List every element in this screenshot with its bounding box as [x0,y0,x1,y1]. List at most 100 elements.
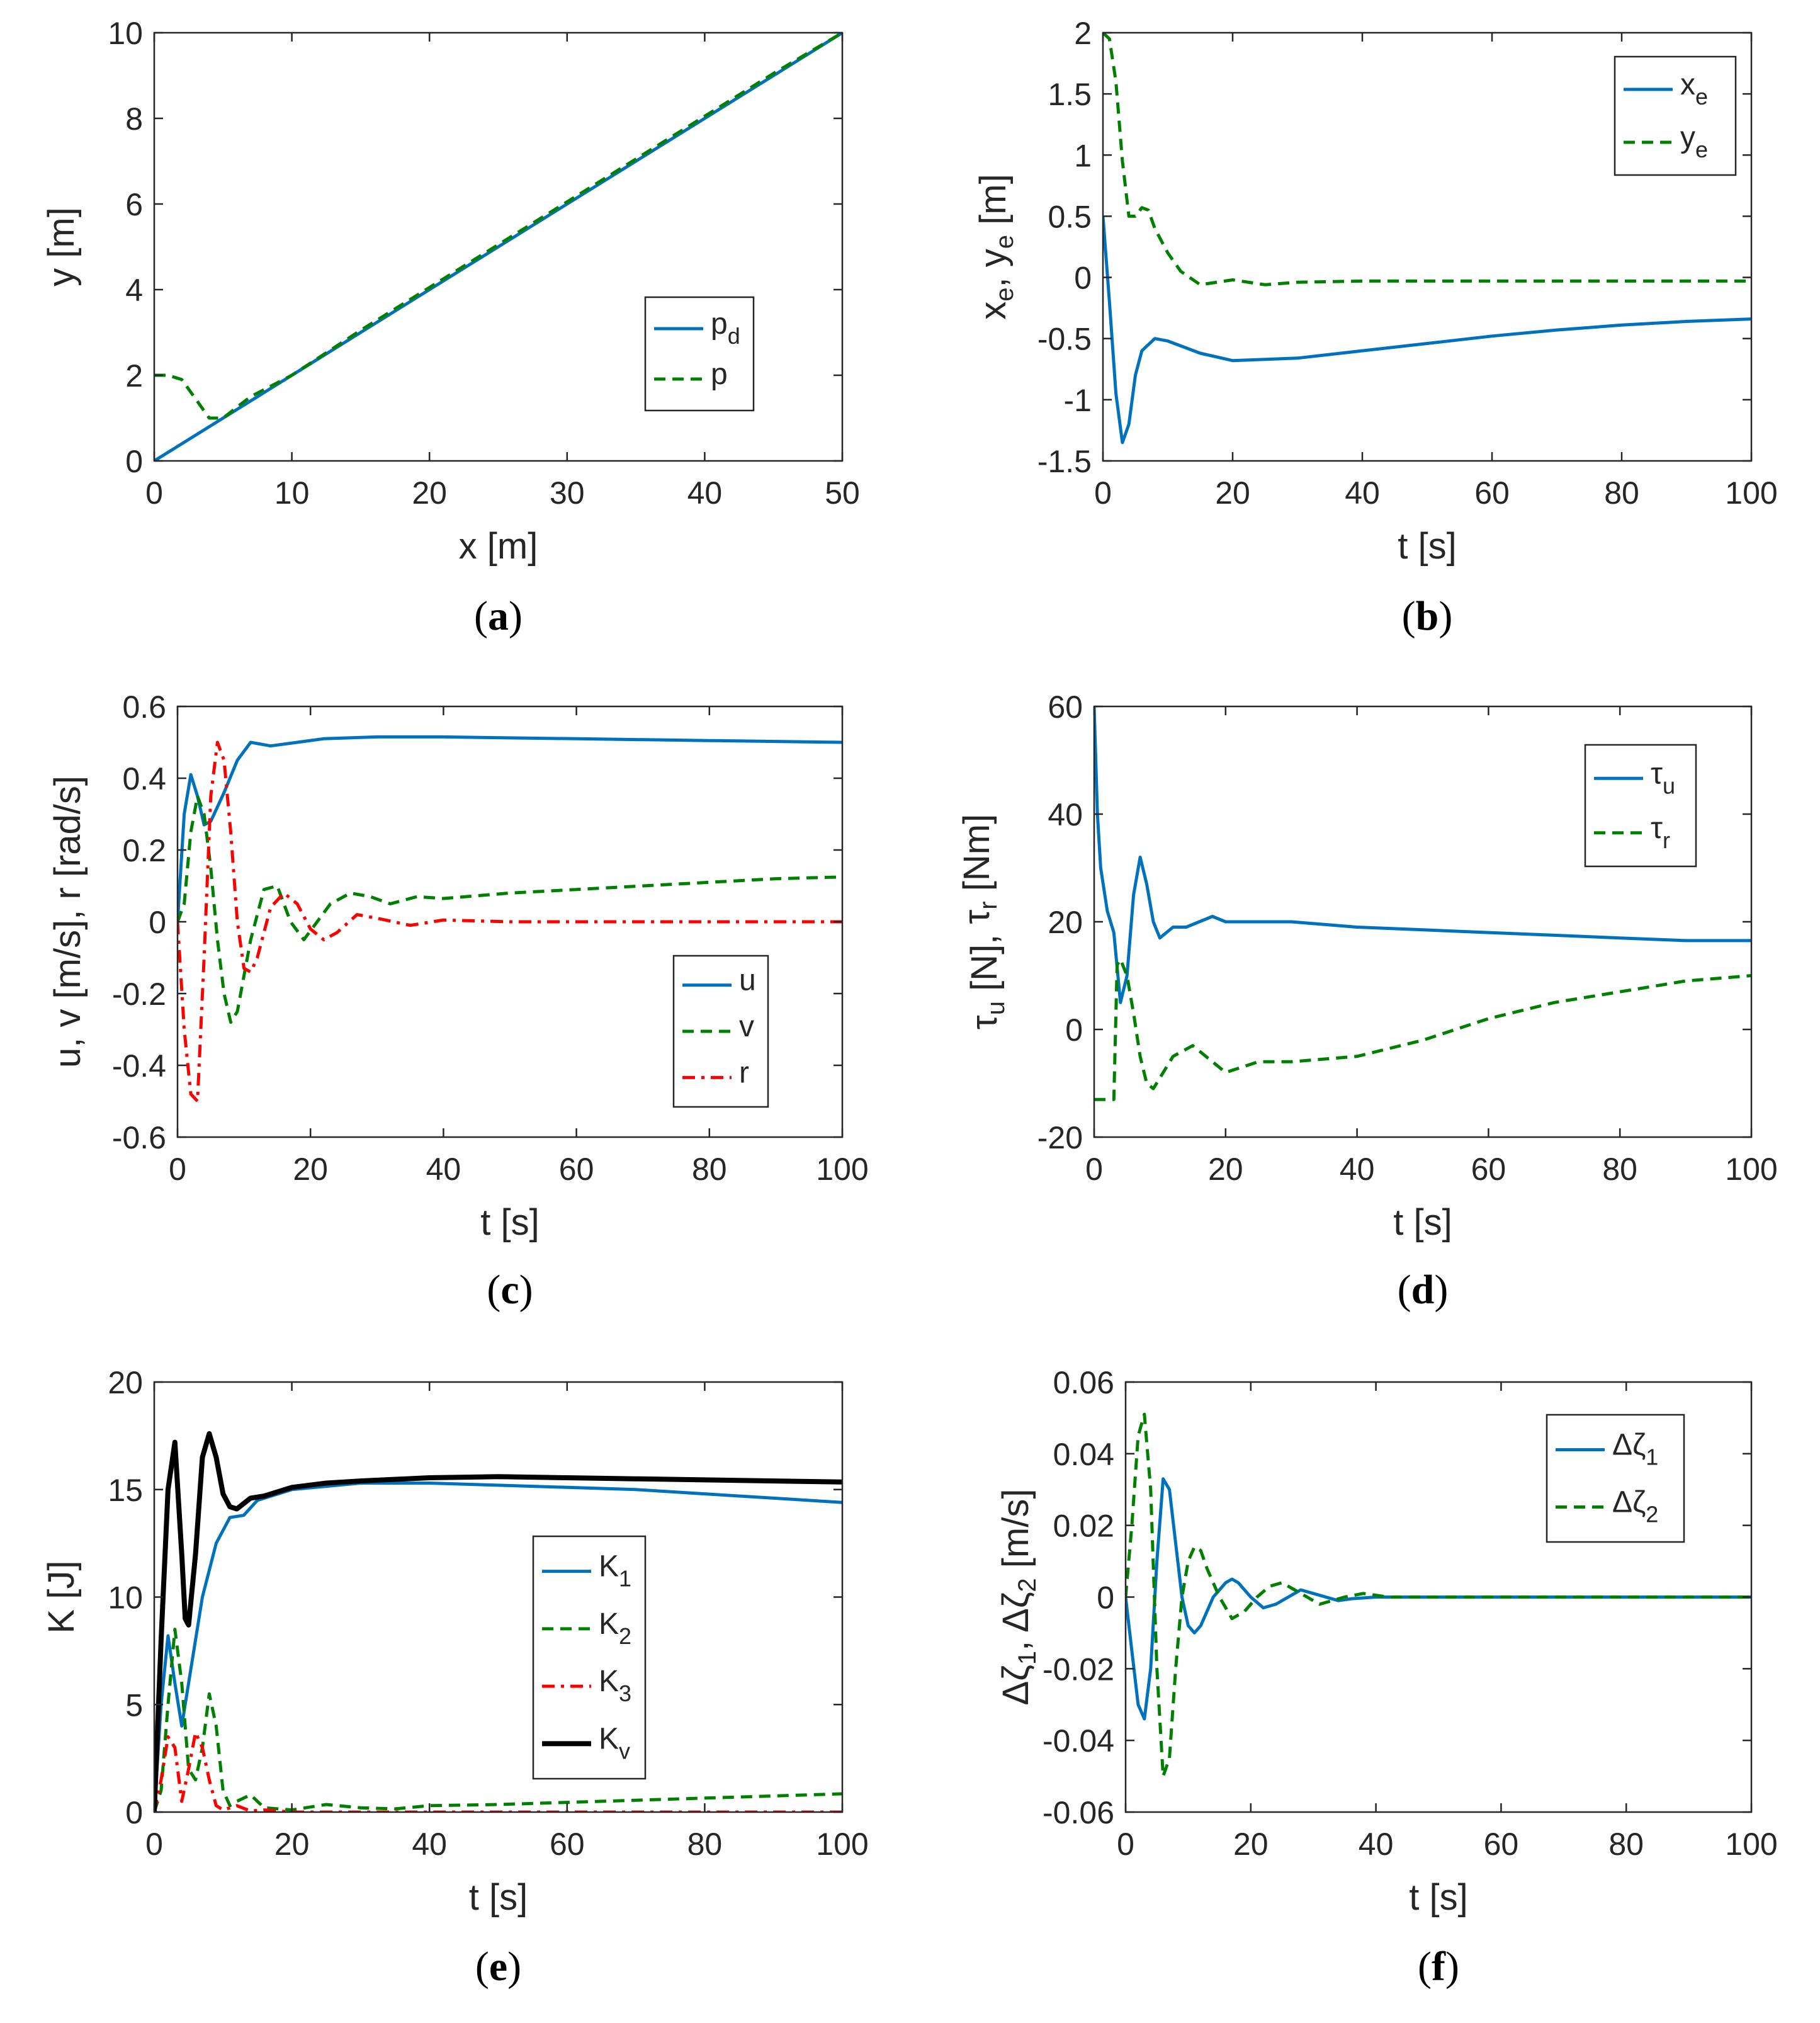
y-tick-label: -1.5 [1037,444,1092,479]
y-tick-label: 0 [1065,1012,1083,1048]
panel-caption: (e) [475,1944,521,1990]
legend: uvr [672,955,769,1108]
legend-label-subscript: d [728,323,740,349]
y-tick-label: 15 [108,1473,143,1508]
legend-label-main: Δζ [1612,1429,1646,1462]
y-label-subscript: u [982,1001,1010,1015]
x-tick-label: 0 [145,1827,163,1862]
legend-label-main: v [739,1010,754,1043]
x-tick-label: 80 [1602,1152,1637,1187]
y-tick-label: 1 [1074,138,1092,173]
legend-label-main: K [599,1607,619,1641]
legend-box [1546,1414,1685,1543]
legend-label: τu [1651,757,1675,798]
legend-label-subscript: 3 [619,1680,631,1706]
y-tick-label: 2 [1074,16,1092,51]
legend-label-subscript: e [1695,84,1708,110]
panel-caption-letter: b [1416,593,1439,639]
axes-box [1102,31,1753,462]
y-tick-label: 6 [125,187,143,222]
legend-label-subscript: 2 [619,1623,631,1649]
x-tick-label: 80 [687,1827,723,1862]
y-tick-label: 0.2 [122,833,166,868]
series-group [178,735,842,1103]
y-axis-label: Δζ1, Δζ2 [m/s] [995,1489,1041,1706]
panel-caption: (c) [487,1267,533,1313]
y-tick-label: 0 [125,444,143,479]
x-tick-label: 60 [559,1152,594,1187]
legend-box [1584,744,1697,868]
x-axis-label: t [s] [1409,1877,1467,1918]
y-tick-label: 5 [125,1687,143,1723]
series-line-e-0 [154,1482,842,1812]
axes-box [153,31,844,462]
x-tick-label: 20 [412,475,447,511]
y-label-subscript: 1 [1014,1651,1041,1665]
x-tick-label: 40 [426,1152,461,1187]
y-tick-label: -0.02 [1043,1652,1114,1687]
y-tick-label: 0 [149,905,166,940]
y-tick-label: 0 [125,1795,143,1830]
series-line-e-3 [154,1431,842,1812]
x-tick-label: 20 [1215,475,1250,511]
x-tick-label: 0 [1094,475,1112,511]
y-tick-label: 0.02 [1053,1509,1114,1544]
panel-caption: (a) [474,593,523,639]
legend-label-main: u [739,964,756,997]
y-tick-label: -0.4 [112,1048,166,1084]
legend-label-subscript: r [1663,827,1670,853]
y-tick-label: 0.04 [1053,1437,1114,1472]
y-tick-label: 10 [108,1580,143,1616]
panel-caption: (b) [1402,593,1453,639]
legend-label: K1 [599,1550,631,1592]
x-tick-label: 0 [145,475,163,511]
y-label-part: , Δζ [995,1592,1036,1651]
legend-label-main: p [711,358,728,391]
x-tick-label: 10 [274,475,310,511]
x-tick-label: 80 [692,1152,727,1187]
y-tick-label: 0.4 [122,761,166,796]
legend-label-main: K [599,1665,619,1698]
x-axis-label: t [s] [1398,526,1456,567]
y-axis-label: τu [N], τr [Nm] [956,814,1010,1029]
legend-label: u [739,964,756,997]
x-tick-label: 100 [816,1152,868,1187]
y-label-part: x [973,302,1014,320]
y-label-part: [m] [973,174,1014,235]
series-line-e-1 [154,1628,842,1812]
y-label-subscript: e [991,287,1019,301]
y-label-subscript: r [975,901,1002,909]
legend-label-main: τ [1651,812,1663,845]
y-tick-label: 0.5 [1048,199,1092,234]
y-tick-label: -0.04 [1043,1723,1114,1759]
y-tick-label: -0.5 [1037,322,1092,357]
series-line-f-1 [1126,1412,1751,1778]
panel-caption: (f) [1418,1944,1459,1990]
x-tick-label: 100 [1725,1827,1777,1862]
x-tick-label: 20 [1233,1827,1269,1862]
series-line-b-0 [1103,216,1751,445]
x-tick-label: 100 [1725,475,1777,511]
y-tick-label: 60 [1048,689,1083,725]
y-axis-label: xe, ye [m] [973,174,1019,319]
legend-label-main: τ [1651,757,1663,790]
x-tick-label: 40 [1345,475,1380,511]
y-tick-label: 0 [1074,261,1092,296]
y-label-subscript: 2 [1014,1578,1041,1592]
legend-label-subscript: 1 [619,1566,631,1592]
x-tick-label: 20 [274,1827,310,1862]
legend-box [532,1535,647,1780]
x-tick-label: 20 [1208,1152,1243,1187]
series-group [1103,33,1751,445]
legend-box [644,296,755,412]
y-tick-label: 2 [125,358,143,394]
x-tick-label: 40 [412,1827,447,1862]
y-tick-label: 1.5 [1048,77,1092,112]
legend-label-subscript: v [619,1738,630,1764]
legend-label: Kv [599,1722,630,1764]
